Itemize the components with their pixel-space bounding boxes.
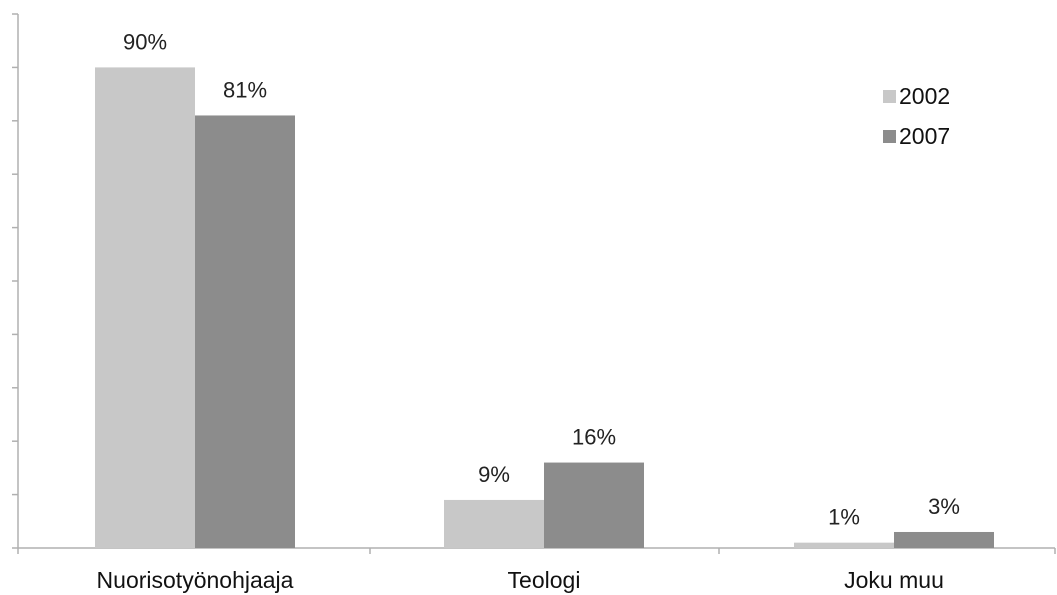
legend-label-2007: 2007 [899,123,950,149]
data-label-2002-0: 90% [123,29,167,54]
legend-swatch-2002 [883,90,896,103]
category-labels: Nuorisotyönohjaaja Teologi Joku muu [97,567,944,593]
data-labels: 90% 81% 9% 16% 1% 3% [123,29,960,529]
legend: 2002 2007 [883,83,950,149]
bars [95,67,994,549]
category-label-1: Teologi [508,567,581,593]
bar-2002-1 [444,499,544,548]
data-label-2007-0: 81% [223,77,267,102]
bar-2002-0 [95,67,195,549]
bar-2007-0 [195,115,295,549]
category-label-0: Nuorisotyönohjaaja [97,567,294,593]
bar-2002-2 [794,542,894,548]
data-label-2007-2: 3% [928,494,960,519]
category-label-2: Joku muu [844,567,944,593]
legend-label-2002: 2002 [899,83,950,109]
bar-2007-2 [894,531,994,548]
data-label-2002-2: 1% [828,505,860,530]
data-label-2002-1: 9% [478,462,510,487]
data-label-2007-1: 16% [572,425,616,450]
legend-swatch-2007 [883,130,896,143]
bar-2007-1 [544,462,644,548]
